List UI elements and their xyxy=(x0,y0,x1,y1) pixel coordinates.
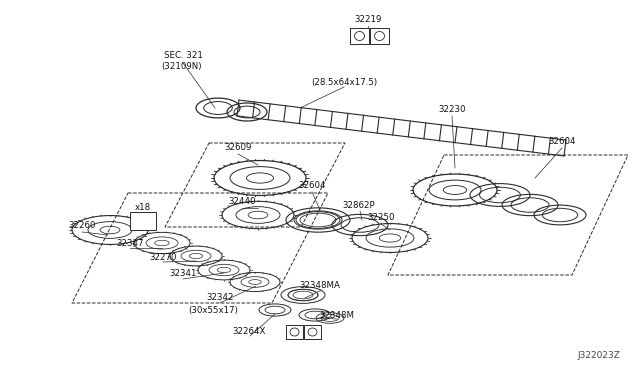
Bar xyxy=(370,28,389,44)
Bar xyxy=(350,28,369,44)
Text: 32342: 32342 xyxy=(206,294,234,302)
Text: 32264X: 32264X xyxy=(232,327,266,337)
Text: 32270: 32270 xyxy=(149,253,177,263)
Text: 32348M: 32348M xyxy=(319,311,355,320)
Text: 32341: 32341 xyxy=(169,269,196,279)
Text: (32109N): (32109N) xyxy=(162,62,202,71)
Text: 32219: 32219 xyxy=(355,16,381,25)
Text: 32604: 32604 xyxy=(298,182,326,190)
Text: 32348MA: 32348MA xyxy=(300,282,340,291)
Text: 32604: 32604 xyxy=(548,138,576,147)
Text: (30x55x17): (30x55x17) xyxy=(188,307,238,315)
Text: 32609: 32609 xyxy=(224,144,252,153)
Text: x18: x18 xyxy=(135,203,151,212)
Text: 32347: 32347 xyxy=(116,240,144,248)
Text: 32230: 32230 xyxy=(438,106,466,115)
Bar xyxy=(304,325,321,339)
Text: 32250: 32250 xyxy=(367,214,395,222)
Text: 32440: 32440 xyxy=(228,198,256,206)
Text: 32862P: 32862P xyxy=(342,201,375,209)
Bar xyxy=(130,212,156,230)
Text: 32260: 32260 xyxy=(68,221,96,231)
Text: (28.5x64x17.5): (28.5x64x17.5) xyxy=(311,77,377,87)
Bar xyxy=(286,325,303,339)
Text: SEC. 321: SEC. 321 xyxy=(164,51,202,61)
Text: J322023Z: J322023Z xyxy=(577,351,620,360)
